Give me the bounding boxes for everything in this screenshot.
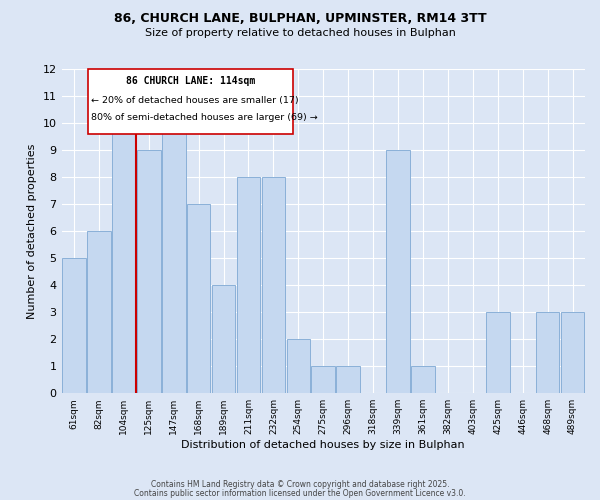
Text: Size of property relative to detached houses in Bulphan: Size of property relative to detached ho…: [145, 28, 455, 38]
Bar: [87, 231, 111, 393]
Y-axis label: Number of detached properties: Number of detached properties: [27, 144, 37, 319]
Text: ← 20% of detached houses are smaller (17): ← 20% of detached houses are smaller (17…: [91, 96, 299, 104]
Text: Contains public sector information licensed under the Open Government Licence v3: Contains public sector information licen…: [134, 488, 466, 498]
Text: 86 CHURCH LANE: 114sqm: 86 CHURCH LANE: 114sqm: [126, 76, 255, 86]
Bar: [536, 312, 559, 393]
Bar: [411, 366, 435, 393]
Bar: [560, 312, 584, 393]
Bar: [311, 366, 335, 393]
Bar: [112, 123, 136, 393]
Bar: [187, 204, 211, 393]
Bar: [262, 177, 285, 393]
X-axis label: Distribution of detached houses by size in Bulphan: Distribution of detached houses by size …: [181, 440, 465, 450]
Bar: [236, 177, 260, 393]
Text: Contains HM Land Registry data © Crown copyright and database right 2025.: Contains HM Land Registry data © Crown c…: [151, 480, 449, 489]
Bar: [337, 366, 360, 393]
Bar: [162, 123, 185, 393]
Bar: [486, 312, 509, 393]
Bar: [386, 150, 410, 393]
Bar: [287, 339, 310, 393]
Text: 86, CHURCH LANE, BULPHAN, UPMINSTER, RM14 3TT: 86, CHURCH LANE, BULPHAN, UPMINSTER, RM1…: [113, 12, 487, 26]
Bar: [62, 258, 86, 393]
Bar: [212, 285, 235, 393]
FancyBboxPatch shape: [88, 69, 293, 134]
Bar: [137, 150, 161, 393]
Text: 80% of semi-detached houses are larger (69) →: 80% of semi-detached houses are larger (…: [91, 113, 318, 122]
